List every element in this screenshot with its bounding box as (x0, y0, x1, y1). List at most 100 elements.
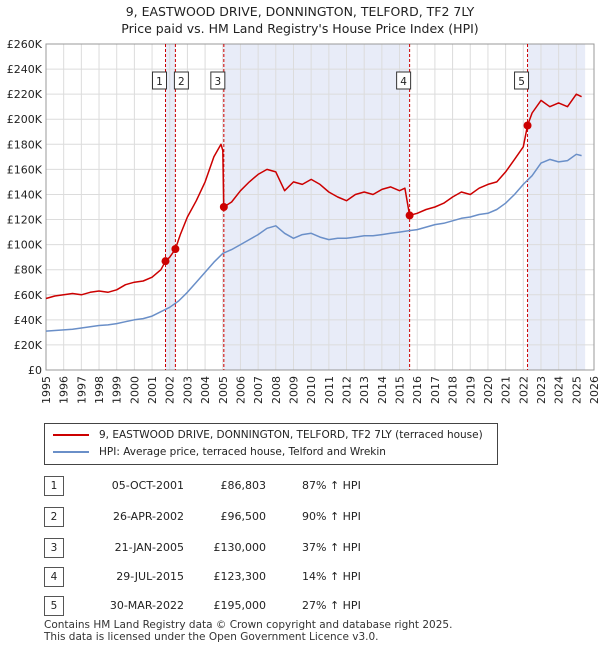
x-tick-label: 2005 (217, 376, 230, 404)
sale-point (171, 245, 180, 254)
transaction-number: 4 (44, 567, 64, 587)
chart-title: 9, EASTWOOD DRIVE, DONNINGTON, TELFORD, … (125, 4, 475, 19)
transaction-date: 26-APR-2002 (112, 510, 184, 523)
transaction-hpi-diff: 37% ↑ HPI (302, 541, 361, 554)
x-tick-label: 2010 (305, 376, 318, 404)
y-tick-label: £20K (14, 339, 43, 352)
ownership-band (165, 44, 176, 370)
sale-label: 1 (156, 76, 163, 88)
x-tick-label: 2021 (500, 376, 513, 404)
x-tick-label: 1996 (58, 376, 71, 404)
x-tick-label: 1999 (111, 376, 124, 404)
sale-point (405, 211, 414, 220)
x-tick-label: 2009 (287, 376, 300, 404)
y-tick-label: £120K (7, 214, 43, 227)
transaction-date: 05-OCT-2001 (111, 479, 184, 492)
transaction-price: £96,500 (220, 510, 267, 523)
legend-label-hpi: HPI: Average price, terraced house, Telf… (99, 446, 386, 458)
x-tick-label: 2008 (270, 376, 283, 404)
y-tick-label: £200K (7, 113, 43, 126)
footer: Contains HM Land Registry data © Crown c… (44, 619, 452, 643)
table-row: 1 05-OCT-2001 £86,803 87% ↑ HPI (44, 476, 464, 496)
transaction-number: 1 (44, 476, 64, 496)
ownership-band (223, 44, 410, 370)
y-tick-label: £40K (14, 314, 43, 327)
transaction-number: 5 (44, 596, 64, 616)
sale-label: 5 (518, 76, 525, 88)
y-tick-label: £160K (7, 163, 43, 176)
y-tick-label: £80K (14, 264, 43, 277)
transaction-number: 2 (44, 507, 64, 527)
x-tick-label: 2017 (429, 376, 442, 404)
x-tick-label: 2003 (181, 376, 194, 404)
x-tick-label: 2007 (252, 376, 265, 404)
property-price-line (45, 93, 582, 300)
footer-copyright: Contains HM Land Registry data © Crown c… (44, 619, 453, 631)
x-tick-label: 2002 (164, 376, 177, 404)
hpi-line (45, 153, 582, 332)
x-tick-label: 2016 (411, 376, 424, 404)
table-row: 2 26-APR-2002 £96,500 90% ↑ HPI (44, 507, 464, 527)
legend-item-hpi: HPI: Average price, terraced house, Telf… (53, 446, 386, 458)
y-tick-label: £240K (7, 63, 43, 76)
x-tick-label: 2022 (517, 376, 530, 404)
transaction-hpi-diff: 27% ↑ HPI (302, 599, 361, 612)
transaction-price: £86,803 (220, 479, 267, 492)
transaction-date: 29-JUL-2015 (116, 570, 184, 583)
x-tick-label: 1995 (40, 376, 53, 404)
table-row: 3 21-JAN-2005 £130,000 37% ↑ HPI (44, 538, 464, 558)
sale-point (523, 121, 532, 130)
y-tick-label: £60K (14, 289, 43, 302)
sale-label: 3 (214, 76, 221, 88)
x-tick-label: 2011 (323, 376, 336, 404)
y-tick-label: £260K (7, 38, 43, 51)
y-tick-label: £180K (7, 138, 43, 151)
plot-frame (45, 43, 595, 371)
transaction-date: 30-MAR-2022 (109, 599, 184, 612)
transaction-date: 21-JAN-2005 (114, 541, 184, 554)
x-tick-label: 2012 (341, 376, 354, 404)
y-tick-label: £140K (7, 188, 43, 201)
x-tick-label: 2006 (234, 376, 247, 404)
legend-swatch-hpi (53, 451, 89, 453)
y-tick-label: £220K (7, 88, 43, 101)
chart-subtitle: Price paid vs. HM Land Registry's House … (121, 21, 479, 36)
x-tick-label: 2018 (447, 376, 460, 404)
x-tick-label: 2014 (376, 376, 389, 404)
sale-label-box (151, 71, 167, 90)
sale-label-box (210, 71, 226, 90)
sale-label: 4 (400, 76, 407, 88)
x-tick-label: 2019 (464, 376, 477, 404)
transaction-hpi-diff: 87% ↑ HPI (302, 479, 361, 492)
x-tick-label: 2004 (199, 376, 212, 404)
transaction-price: £195,000 (213, 599, 267, 612)
x-tick-label: 2025 (570, 376, 583, 404)
table-row: 4 29-JUL-2015 £123,300 14% ↑ HPI (44, 567, 464, 587)
x-tick-label: 1998 (93, 376, 106, 404)
sale-label-box (173, 71, 189, 90)
transaction-price: £130,000 (213, 541, 267, 554)
sale-point (161, 257, 170, 266)
y-tick-label: £100K (7, 239, 43, 252)
x-tick-label: 2015 (394, 376, 407, 404)
sale-label: 2 (178, 76, 185, 88)
x-tick-label: 2026 (588, 376, 600, 404)
x-tick-label: 2023 (535, 376, 548, 404)
price-chart: £0 £20K £40K £60K £80K £100K £120K £140K £160K £1… (7, 38, 600, 404)
sale-label-box (514, 71, 530, 90)
x-tick-label: 2020 (482, 376, 495, 404)
x-tick-label: 2024 (553, 376, 566, 404)
x-tick-label: 2001 (146, 376, 159, 404)
legend-swatch-property (53, 434, 89, 436)
transaction-hpi-diff: 90% ↑ HPI (302, 510, 361, 523)
sale-point (219, 203, 228, 211)
legend: 9, EASTWOOD DRIVE, DONNINGTON, TELFORD, … (44, 423, 498, 465)
sale-label-box (396, 71, 412, 90)
table-row: 5 30-MAR-2022 £195,000 27% ↑ HPI (44, 596, 464, 616)
legend-label-property: 9, EASTWOOD DRIVE, DONNINGTON, TELFORD, … (99, 429, 483, 441)
transaction-number: 3 (44, 538, 64, 558)
transaction-hpi-diff: 14% ↑ HPI (302, 570, 361, 583)
transaction-price: £123,300 (213, 570, 267, 583)
y-tick-label: £0 (28, 364, 42, 377)
x-tick-label: 1997 (75, 376, 88, 404)
